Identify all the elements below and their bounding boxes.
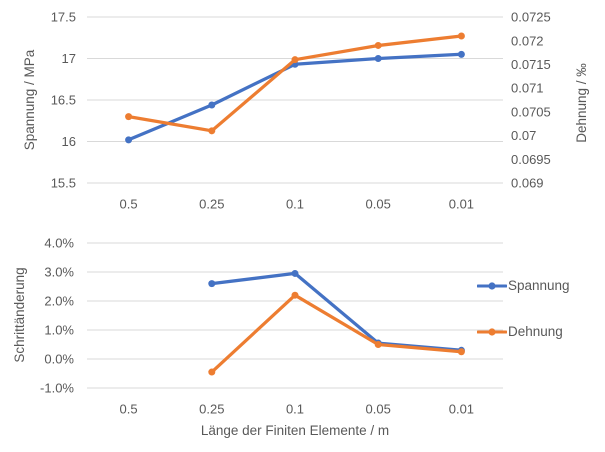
svg-text:0.069: 0.069 [511,176,544,191]
svg-text:-1.0%: -1.0% [40,381,74,396]
svg-text:15.5: 15.5 [51,176,76,191]
spannung-line-marker-icon [477,281,507,290]
svg-text:0.1: 0.1 [286,402,304,417]
top-chart-left-axis-title: Spannung / MPa [22,49,37,151]
legend-label-spannung: Spannung [508,278,570,293]
legend-item-spannung[interactable]: Spannung [477,278,570,293]
svg-text:0.1: 0.1 [286,197,304,212]
legend-label-dehnung: Dehnung [508,324,563,339]
svg-text:0.072: 0.072 [511,33,544,48]
svg-text:2.0%: 2.0% [44,294,74,309]
bottom-chart-left-axis-title: Schrittänderung [12,267,27,363]
svg-text:0.25: 0.25 [199,197,224,212]
legend-item-dehnung[interactable]: Dehnung [477,324,570,339]
svg-text:3.0%: 3.0% [44,265,74,280]
svg-text:1.0%: 1.0% [44,323,74,338]
svg-text:0.01: 0.01 [449,197,474,212]
top-chart-right-axis-title: Dehnung / ‰ [574,63,589,143]
svg-text:16: 16 [62,134,76,149]
chart-legend: Spannung Dehnung [477,278,570,339]
svg-text:16.5: 16.5 [51,93,76,108]
svg-text:0.0715: 0.0715 [511,57,551,72]
svg-text:0.25: 0.25 [199,402,224,417]
svg-text:0.0%: 0.0% [44,352,74,367]
svg-text:0.5: 0.5 [120,197,138,212]
svg-text:17: 17 [62,51,76,66]
svg-text:17.5: 17.5 [51,10,76,25]
svg-text:0.071: 0.071 [511,81,544,96]
svg-text:4.0%: 4.0% [44,236,74,251]
x-axis-title: Länge der Finiten Elemente / m [200,423,390,438]
svg-text:0.07: 0.07 [511,128,536,143]
dehnung-line-marker-icon [477,327,507,336]
svg-text:0.05: 0.05 [366,402,391,417]
svg-text:0.0705: 0.0705 [511,104,551,119]
svg-text:0.0725: 0.0725 [511,10,551,25]
svg-text:0.01: 0.01 [449,402,474,417]
svg-text:0.0695: 0.0695 [511,152,551,167]
svg-text:0.5: 0.5 [120,402,138,417]
svg-text:0.05: 0.05 [366,197,391,212]
